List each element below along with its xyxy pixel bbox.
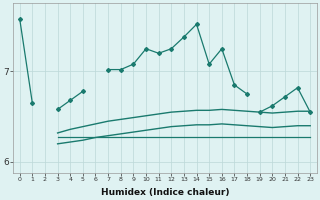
X-axis label: Humidex (Indice chaleur): Humidex (Indice chaleur) [101, 188, 229, 197]
